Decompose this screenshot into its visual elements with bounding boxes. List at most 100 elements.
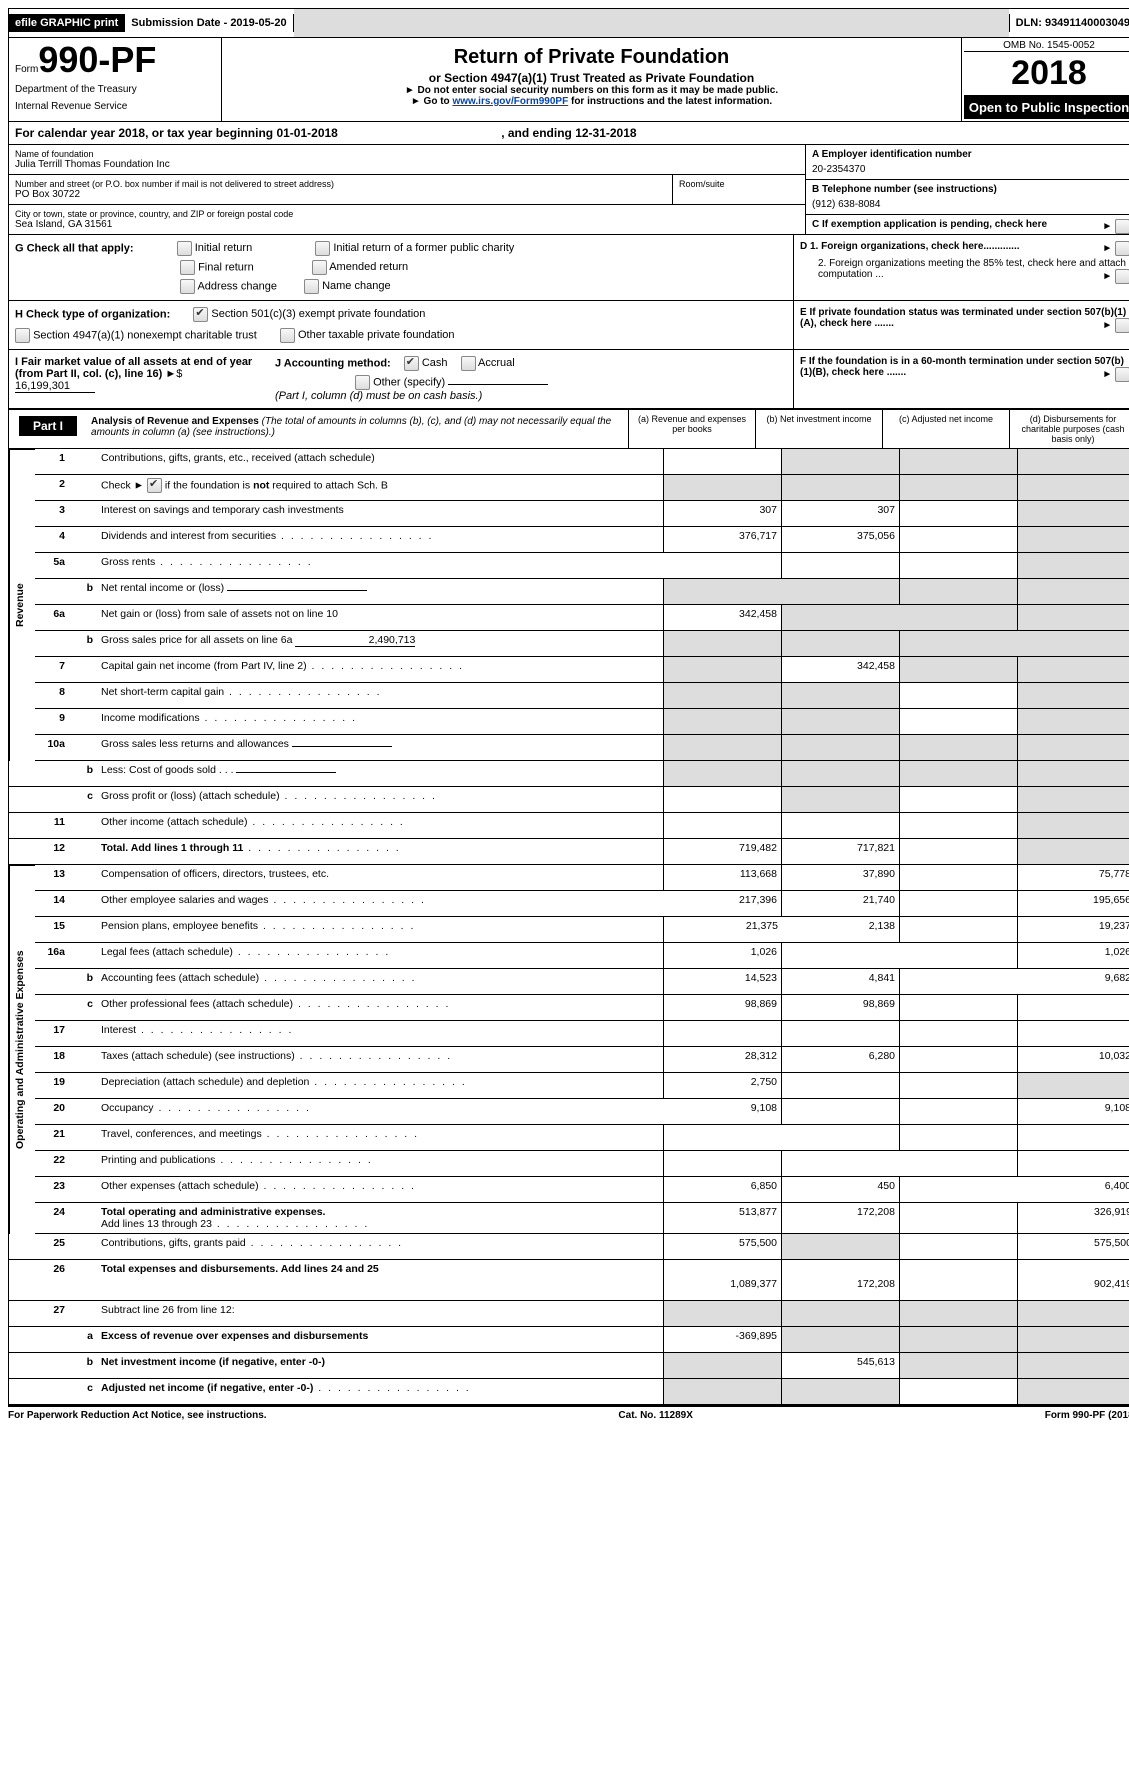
line-5b-desc: Net rental income or (loss) xyxy=(97,579,664,605)
exemption-checkbox[interactable] xyxy=(1115,219,1129,234)
goto-pre: ► Go to xyxy=(411,96,453,107)
r26-d: 902,419 xyxy=(1018,1260,1129,1301)
h-o1: Section 501(c)(3) exempt private foundat… xyxy=(211,308,425,320)
part1-tab: Part I xyxy=(19,416,77,436)
r16b-a: 14,523 xyxy=(664,969,782,995)
final-return-checkbox[interactable] xyxy=(180,260,195,275)
dept-irs: Internal Revenue Service xyxy=(15,101,215,112)
line-10c-desc: Gross profit or (loss) (attach schedule) xyxy=(97,787,664,813)
line-5a-desc: Gross rents xyxy=(97,553,664,579)
r24-b: 172,208 xyxy=(782,1203,900,1234)
form-title: Return of Private Foundation xyxy=(228,46,955,69)
room-label: Room/suite xyxy=(679,179,799,189)
r27a-a: -369,895 xyxy=(664,1327,782,1353)
part1-title: Analysis of Revenue and Expenses xyxy=(91,416,262,427)
initial-former-checkbox[interactable] xyxy=(315,241,330,256)
501c3-checkbox[interactable] xyxy=(193,307,208,322)
h-row2: Section 4947(a)(1) nonexempt charitable … xyxy=(15,328,787,343)
i-prefix: ►$ xyxy=(165,368,182,380)
r27c-text: Adjusted net income (if negative, enter … xyxy=(101,1382,313,1394)
r16a-d: 1,026 xyxy=(1018,943,1129,969)
line-27c-desc: Adjusted net income (if negative, enter … xyxy=(97,1379,664,1405)
other-method-checkbox[interactable] xyxy=(355,375,370,390)
e-checkbox[interactable] xyxy=(1115,318,1129,333)
calendar-year-row: For calendar year 2018, or tax year begi… xyxy=(8,122,1129,145)
r24-d: 326,919 xyxy=(1018,1203,1129,1234)
r10a-input[interactable] xyxy=(292,746,392,747)
page-footer: For Paperwork Reduction Act Notice, see … xyxy=(8,1406,1129,1421)
line-6b-desc: Gross sales price for all assets on line… xyxy=(97,631,664,657)
r19-a: 2,750 xyxy=(664,1073,782,1099)
d1-checkbox[interactable] xyxy=(1115,241,1129,256)
street-address: PO Box 30722 xyxy=(15,189,666,200)
part1-header: Part I Analysis of Revenue and Expenses … xyxy=(8,409,1129,449)
r20-a: 9,108 xyxy=(664,1099,782,1125)
irs-link[interactable]: www.irs.gov/Form990PF xyxy=(452,96,568,107)
r16c-b: 98,869 xyxy=(782,995,900,1021)
ij-section: I Fair market value of all assets at end… xyxy=(9,350,794,408)
r23-b: 450 xyxy=(782,1177,900,1203)
other-taxable-checkbox[interactable] xyxy=(280,328,295,343)
r16b-d: 9,682 xyxy=(1018,969,1129,995)
name-change-checkbox[interactable] xyxy=(304,279,319,294)
cash-checkbox[interactable] xyxy=(404,356,419,371)
c-arrow: ► xyxy=(1102,219,1129,234)
r6b-value: 2,490,713 xyxy=(295,634,415,647)
line-11-desc: Other income (attach schedule) xyxy=(97,813,664,839)
section-g-d: G Check all that apply: Initial return I… xyxy=(8,235,1129,301)
col-d: (d) Disbursements for charitable purpose… xyxy=(1009,410,1129,448)
line-26-desc: Total expenses and disbursements. Add li… xyxy=(97,1260,664,1301)
r13-a: 113,668 xyxy=(664,865,782,891)
i-block: I Fair market value of all assets at end… xyxy=(15,356,255,402)
other-specify-input[interactable] xyxy=(448,384,548,385)
street-cell: Number and street (or P.O. box number if… xyxy=(9,175,673,204)
line-16c-desc: Other professional fees (attach schedule… xyxy=(97,995,664,1021)
r5b-input[interactable] xyxy=(227,590,367,591)
line-21-desc: Travel, conferences, and meetings xyxy=(97,1125,664,1151)
r5b-text: Net rental income or (loss) xyxy=(101,582,224,594)
id-left: Name of foundation Julia Terrill Thomas … xyxy=(9,145,806,234)
accrual-checkbox[interactable] xyxy=(461,356,476,371)
foundation-name-cell: Name of foundation Julia Terrill Thomas … xyxy=(9,145,805,174)
exemption-cell: C If exemption application is pending, c… xyxy=(806,214,1129,234)
4947-checkbox[interactable] xyxy=(15,328,30,343)
r3-a: 307 xyxy=(664,501,782,527)
address-change-checkbox[interactable] xyxy=(180,279,195,294)
r14-b: 21,740 xyxy=(782,891,900,917)
r15-a: 21,375 xyxy=(664,917,782,943)
initial-return-checkbox[interactable] xyxy=(177,241,192,256)
g-col1: Initial return xyxy=(177,242,256,254)
r10b-text: Less: Cost of goods sold xyxy=(101,764,216,776)
r10a-text: Gross sales less returns and allowances xyxy=(101,738,289,750)
r10b-input[interactable] xyxy=(236,772,336,773)
line-16b-desc: Accounting fees (attach schedule) xyxy=(97,969,664,995)
j-block: J Accounting method: Cash Accrual Other … xyxy=(275,356,787,402)
city-cell: City or town, state or province, country… xyxy=(9,204,805,234)
r2-pre: Check ► xyxy=(101,479,147,491)
line-16a-desc: Legal fees (attach schedule) xyxy=(97,943,664,969)
line-2-desc: Check ► if the foundation is not require… xyxy=(97,475,664,501)
cal-prefix: For calendar year 2018, or tax year begi… xyxy=(15,126,276,140)
line-6a-desc: Net gain or (loss) from sale of assets n… xyxy=(97,605,664,631)
part1-desc: Analysis of Revenue and Expenses (The to… xyxy=(87,410,628,444)
g-section: G Check all that apply: Initial return I… xyxy=(9,235,794,300)
r12-text: Total. Add lines 1 through 11 xyxy=(101,842,243,854)
e-text: E If private foundation status was termi… xyxy=(800,307,1126,329)
j-o1: Cash xyxy=(422,357,448,369)
form-ref: Form 990-PF (2018) xyxy=(1045,1410,1129,1421)
omb-number: OMB No. 1545-0052 xyxy=(964,40,1129,51)
form-prefix: Form xyxy=(15,64,38,75)
j-o2: Accrual xyxy=(478,357,515,369)
schb-checkbox[interactable] xyxy=(147,478,162,493)
line-23-desc: Other expenses (attach schedule) xyxy=(97,1177,664,1203)
amended-checkbox[interactable] xyxy=(312,260,327,275)
ein-label: A Employer identification number xyxy=(812,149,972,160)
r23-a: 6,850 xyxy=(664,1177,782,1203)
paperwork-notice: For Paperwork Reduction Act Notice, see … xyxy=(8,1410,267,1421)
f-checkbox[interactable] xyxy=(1115,367,1129,382)
top-spacer xyxy=(294,9,1009,37)
g-row2: Final return Amended return xyxy=(180,260,787,275)
form-subtitle: or Section 4947(a)(1) Trust Treated as P… xyxy=(228,71,955,85)
d2-checkbox[interactable] xyxy=(1115,269,1129,284)
header-right: OMB No. 1545-0052 2018 Open to Public In… xyxy=(961,38,1129,121)
